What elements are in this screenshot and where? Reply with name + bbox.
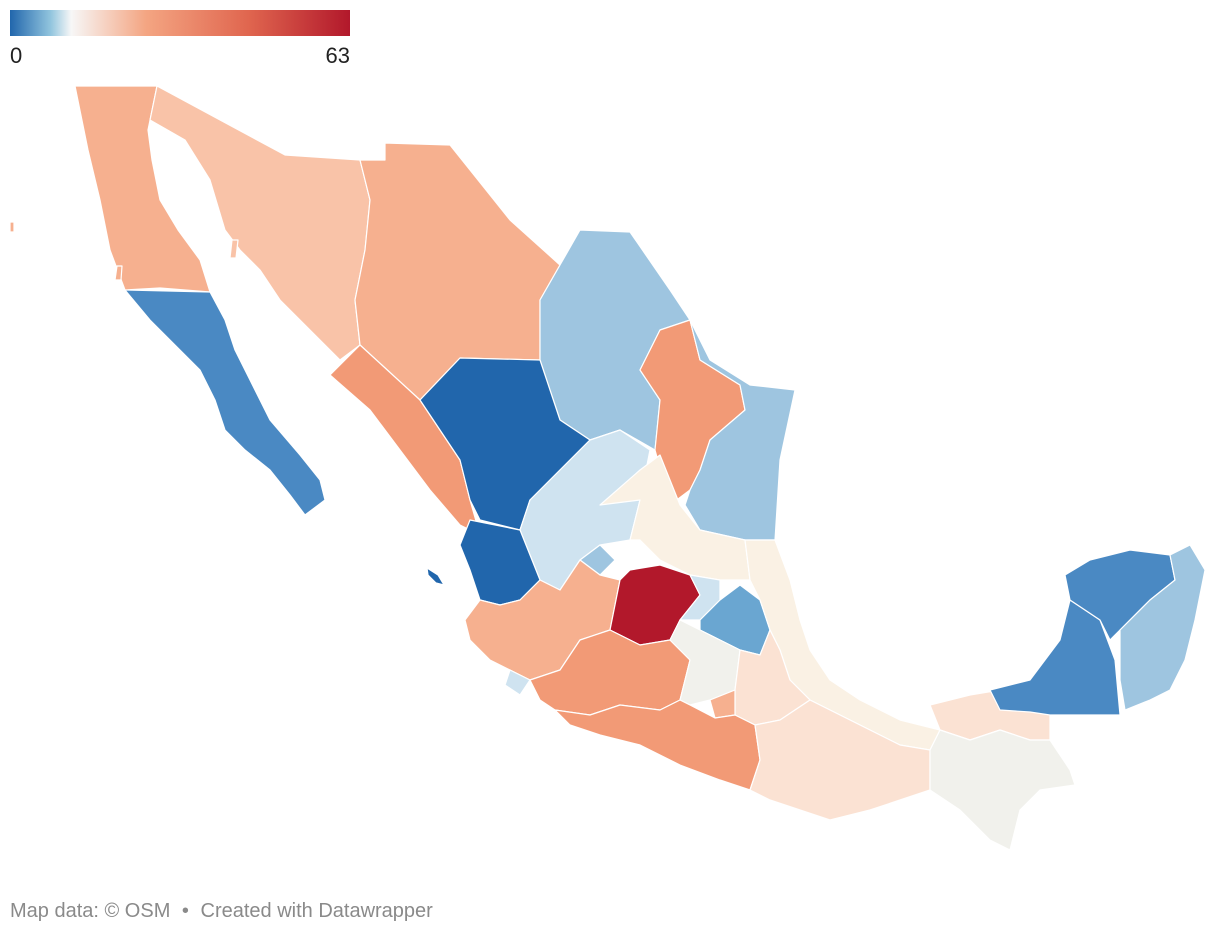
island-cedros xyxy=(114,265,123,281)
region-colima[interactable] xyxy=(504,669,531,696)
legend-max-label: 63 xyxy=(325,43,350,68)
created-with-credit: Created with Datawrapper xyxy=(200,900,433,922)
region-campeche[interactable] xyxy=(989,599,1121,716)
mexico-choropleth-map xyxy=(9,85,1206,851)
region-chiapas[interactable] xyxy=(929,729,1076,851)
island-guadalupe xyxy=(9,221,15,233)
footer: Map data: © OSM • Created with Datawrapp… xyxy=(10,900,439,923)
color-legend: 0 63 xyxy=(10,10,350,68)
region-baja-california[interactable] xyxy=(74,85,211,293)
map-credit: Map data: © OSM xyxy=(10,900,171,922)
region-baja-california-sur[interactable] xyxy=(124,289,326,516)
region-tamaulipas[interactable] xyxy=(684,319,796,541)
legend-min-label: 0 xyxy=(10,43,23,68)
island-marias xyxy=(426,567,445,586)
footer-separator: • xyxy=(181,900,189,922)
region-quintana-roo[interactable] xyxy=(1119,544,1206,711)
island-tiburon xyxy=(229,239,239,259)
region-san-luis-potosi[interactable] xyxy=(599,454,751,581)
region-oaxaca[interactable] xyxy=(749,699,931,821)
legend-gradient-bar xyxy=(10,10,350,36)
